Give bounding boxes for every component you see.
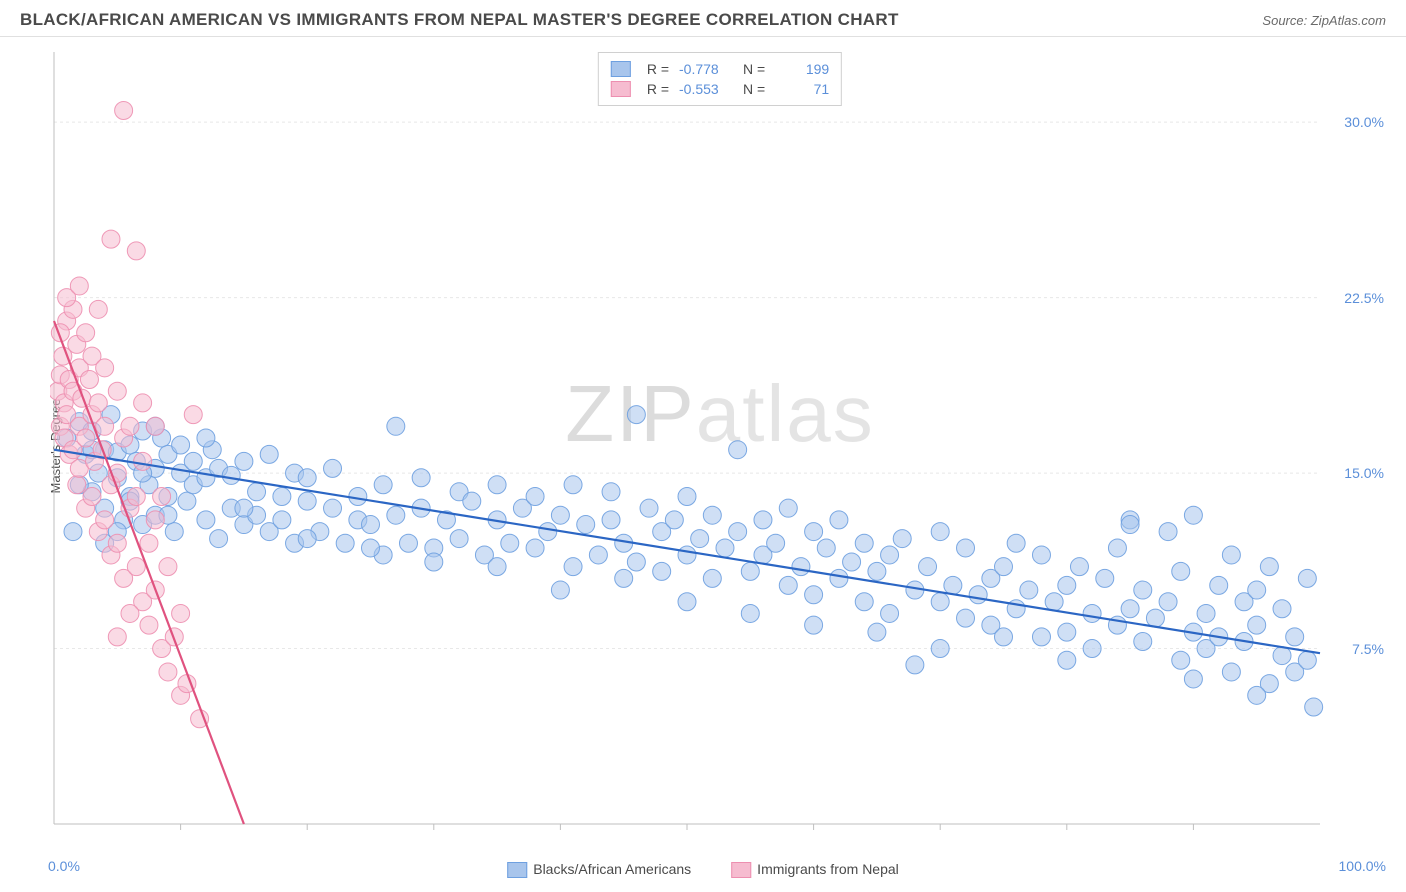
series-legend: Blacks/African Americans Immigrants from … (507, 861, 899, 878)
r-label: R = (647, 81, 669, 97)
r-value: -0.778 (679, 61, 733, 77)
r-value: -0.553 (679, 81, 733, 97)
legend-item: Blacks/African Americans (507, 861, 691, 878)
scatter-plot-svg (50, 48, 1390, 844)
correlation-legend: R = -0.778 N = 199 R = -0.553 N = 71 (598, 52, 842, 106)
y-tick-label: 7.5% (1352, 641, 1384, 657)
correlation-legend-row: R = -0.553 N = 71 (611, 79, 829, 99)
n-label: N = (743, 81, 765, 97)
x-axis-min-label: 0.0% (48, 858, 80, 874)
legend-swatch (611, 61, 631, 77)
n-value: 71 (775, 81, 829, 97)
n-value: 199 (775, 61, 829, 77)
legend-item: Immigrants from Nepal (731, 861, 899, 878)
n-label: N = (743, 61, 765, 77)
legend-swatch (731, 862, 751, 878)
chart-plot-area: ZIPatlas R = -0.778N = 199R = -0.553N = … (50, 48, 1390, 844)
chart-header: BLACK/AFRICAN AMERICAN VS IMMIGRANTS FRO… (0, 0, 1406, 37)
x-axis-max-label: 100.0% (1339, 858, 1386, 874)
legend-label: Immigrants from Nepal (757, 861, 899, 877)
correlation-legend-row: R = -0.778 N = 199 (611, 59, 829, 79)
r-label: R = (647, 61, 669, 77)
source-label: Source: (1262, 13, 1307, 28)
chart-source: Source: ZipAtlas.com (1262, 13, 1386, 28)
legend-swatch (611, 81, 631, 97)
y-tick-label: 30.0% (1344, 114, 1384, 130)
y-tick-label: 15.0% (1344, 465, 1384, 481)
legend-label: Blacks/African Americans (533, 861, 691, 877)
source-value: ZipAtlas.com (1311, 13, 1386, 28)
legend-swatch (507, 862, 527, 878)
chart-title: BLACK/AFRICAN AMERICAN VS IMMIGRANTS FRO… (20, 10, 899, 30)
y-tick-label: 22.5% (1344, 290, 1384, 306)
